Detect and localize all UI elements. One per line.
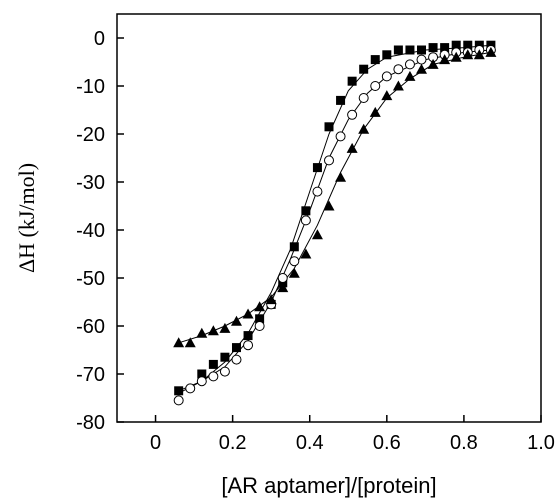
- data-points: [173, 40, 497, 406]
- circle-point: [312, 186, 323, 197]
- circle-point: [300, 215, 311, 226]
- triangle-point: [311, 229, 323, 240]
- triangle-point: [346, 142, 358, 153]
- triangle-point: [358, 123, 370, 134]
- circle-point: [231, 354, 242, 365]
- y-tick-label: -70: [76, 364, 105, 386]
- square-point: [174, 386, 184, 396]
- y-tick-label: -50: [76, 268, 105, 290]
- triangle-point: [416, 63, 428, 74]
- triangle-point: [265, 294, 277, 305]
- square-point: [440, 43, 450, 53]
- circle-point: [208, 371, 219, 382]
- triangle-point: [277, 282, 289, 293]
- triangle-point: [288, 267, 300, 278]
- y-tick-label: 0: [94, 28, 105, 50]
- x-tick-label: 0.6: [373, 432, 401, 454]
- circle-point: [173, 395, 184, 406]
- square-point: [347, 76, 357, 86]
- x-axis-title: [AR aptamer]/[protein]: [221, 473, 436, 498]
- circle-point: [185, 383, 196, 394]
- plot-frame: [116, 13, 542, 423]
- triangle-point: [207, 325, 219, 336]
- square-point: [289, 242, 299, 252]
- triangle-point: [485, 46, 497, 57]
- axis-ticks: 0 0.2 0.4 0.6 0.8 1.0 0 -10 -20 -30 -40 -50 -60 -70 -8…: [76, 28, 555, 454]
- y-tick-label: -60: [76, 316, 105, 338]
- circle-point: [254, 321, 265, 331]
- fit-curve-3: [178, 51, 491, 344]
- x-tick-label: 0.2: [219, 432, 247, 454]
- x-tick-label: 1.0: [527, 432, 555, 454]
- circle-point: [404, 59, 415, 70]
- circle-point: [347, 109, 358, 120]
- square-point: [428, 43, 438, 53]
- triangle-point: [381, 90, 393, 101]
- triangle-point: [219, 322, 231, 333]
- square-point: [463, 40, 473, 50]
- y-tick-label: -30: [76, 172, 105, 194]
- circle-point: [335, 131, 346, 142]
- circle-point: [289, 256, 300, 267]
- square-point: [393, 45, 403, 55]
- triangle-point: [254, 301, 266, 312]
- triangle-point: [473, 49, 485, 60]
- circle-point: [196, 376, 207, 387]
- triangle-point: [184, 337, 196, 348]
- triangle-point: [369, 106, 381, 117]
- fit-curve-1: [178, 44, 491, 392]
- fit-curves: [178, 44, 491, 394]
- square-point: [312, 163, 322, 173]
- square-point: [231, 343, 241, 353]
- square-point: [255, 314, 265, 324]
- circle-point: [358, 93, 369, 103]
- square-point: [359, 64, 369, 74]
- y-tick-label: -80: [76, 412, 105, 434]
- triangle-point: [323, 200, 335, 211]
- x-tick-label: 0.8: [450, 432, 478, 454]
- y-tick-label: -40: [76, 220, 105, 242]
- square-point: [243, 331, 253, 341]
- square-point: [208, 359, 218, 369]
- square-point: [417, 45, 427, 55]
- x-tick-label: 0: [150, 432, 161, 454]
- y-tick-label: -20: [76, 124, 105, 146]
- circle-point: [243, 340, 254, 351]
- y-tick-label: -10: [76, 76, 105, 98]
- square-point: [301, 206, 311, 216]
- circle-point: [219, 366, 230, 377]
- triangle-point: [427, 58, 439, 69]
- square-point: [405, 45, 415, 55]
- triangle-point: [230, 315, 242, 326]
- x-tick-label: 0.4: [296, 432, 324, 454]
- triangle-point: [439, 54, 451, 65]
- square-point: [451, 40, 461, 50]
- triangle-point: [404, 70, 416, 81]
- triangle-point: [300, 248, 312, 259]
- triangle-point: [450, 51, 462, 62]
- circle-point: [416, 54, 427, 65]
- circle-point: [393, 64, 404, 75]
- triangle-point: [462, 49, 474, 60]
- triangle-point: [335, 171, 347, 182]
- square-point: [324, 122, 334, 132]
- triangle-point: [242, 308, 254, 319]
- triangle-point: [392, 80, 404, 91]
- triangle-point: [173, 337, 185, 348]
- y-axis-title: ΔH (kJ/mol): [14, 163, 39, 273]
- square-point: [382, 50, 392, 60]
- circle-point: [381, 71, 392, 82]
- square-point: [336, 95, 346, 105]
- square-point: [197, 369, 207, 379]
- square-point: [220, 352, 230, 362]
- circle-point: [277, 273, 288, 283]
- triangle-point: [196, 327, 208, 338]
- square-point: [370, 55, 380, 65]
- fit-curve-2: [178, 49, 491, 394]
- circle-point: [324, 155, 334, 166]
- circle-point: [370, 81, 381, 91]
